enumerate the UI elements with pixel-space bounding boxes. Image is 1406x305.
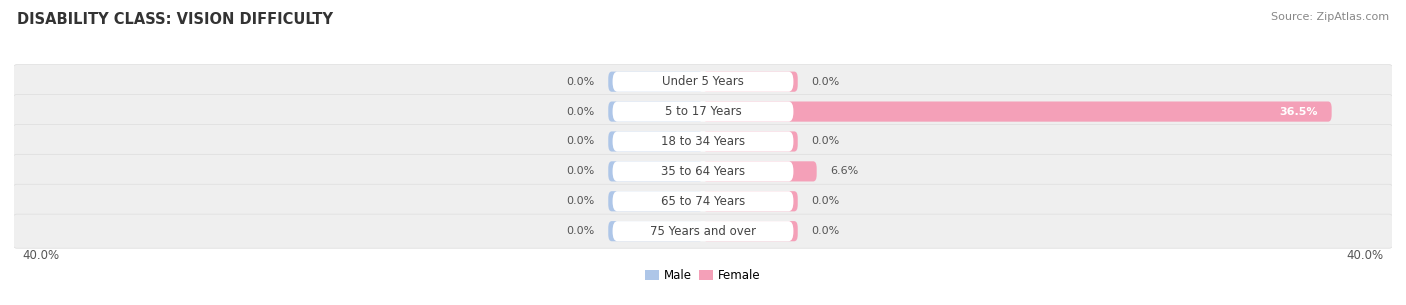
- Text: 0.0%: 0.0%: [567, 226, 595, 236]
- FancyBboxPatch shape: [613, 102, 793, 122]
- FancyBboxPatch shape: [703, 102, 1331, 122]
- Text: 0.0%: 0.0%: [811, 77, 839, 87]
- FancyBboxPatch shape: [11, 124, 1395, 159]
- Text: 0.0%: 0.0%: [567, 196, 595, 206]
- Text: DISABILITY CLASS: VISION DIFFICULTY: DISABILITY CLASS: VISION DIFFICULTY: [17, 12, 333, 27]
- Text: 0.0%: 0.0%: [567, 136, 595, 146]
- FancyBboxPatch shape: [703, 131, 797, 152]
- FancyBboxPatch shape: [609, 131, 703, 152]
- Text: 75 Years and over: 75 Years and over: [650, 225, 756, 238]
- FancyBboxPatch shape: [703, 72, 797, 92]
- FancyBboxPatch shape: [11, 95, 1395, 129]
- Text: 18 to 34 Years: 18 to 34 Years: [661, 135, 745, 148]
- Text: Under 5 Years: Under 5 Years: [662, 75, 744, 88]
- FancyBboxPatch shape: [613, 161, 793, 181]
- Legend: Male, Female: Male, Female: [641, 265, 765, 287]
- FancyBboxPatch shape: [703, 221, 797, 241]
- FancyBboxPatch shape: [613, 72, 793, 92]
- FancyBboxPatch shape: [609, 221, 703, 241]
- FancyBboxPatch shape: [609, 191, 703, 211]
- Text: 0.0%: 0.0%: [811, 196, 839, 206]
- FancyBboxPatch shape: [609, 102, 703, 122]
- FancyBboxPatch shape: [613, 191, 793, 211]
- FancyBboxPatch shape: [11, 65, 1395, 99]
- Text: 0.0%: 0.0%: [567, 167, 595, 176]
- Text: 5 to 17 Years: 5 to 17 Years: [665, 105, 741, 118]
- FancyBboxPatch shape: [11, 184, 1395, 218]
- Text: 65 to 74 Years: 65 to 74 Years: [661, 195, 745, 208]
- Text: 0.0%: 0.0%: [567, 106, 595, 117]
- FancyBboxPatch shape: [703, 161, 817, 181]
- FancyBboxPatch shape: [609, 161, 703, 181]
- Text: 0.0%: 0.0%: [811, 136, 839, 146]
- Text: 40.0%: 40.0%: [22, 249, 60, 262]
- Text: Source: ZipAtlas.com: Source: ZipAtlas.com: [1271, 12, 1389, 22]
- Text: 40.0%: 40.0%: [1346, 249, 1384, 262]
- Text: 36.5%: 36.5%: [1279, 106, 1317, 117]
- Text: 0.0%: 0.0%: [811, 226, 839, 236]
- Text: 0.0%: 0.0%: [567, 77, 595, 87]
- FancyBboxPatch shape: [703, 191, 797, 211]
- FancyBboxPatch shape: [613, 221, 793, 241]
- FancyBboxPatch shape: [11, 154, 1395, 188]
- Text: 35 to 64 Years: 35 to 64 Years: [661, 165, 745, 178]
- FancyBboxPatch shape: [613, 131, 793, 152]
- FancyBboxPatch shape: [11, 214, 1395, 248]
- Text: 6.6%: 6.6%: [831, 167, 859, 176]
- FancyBboxPatch shape: [609, 72, 703, 92]
